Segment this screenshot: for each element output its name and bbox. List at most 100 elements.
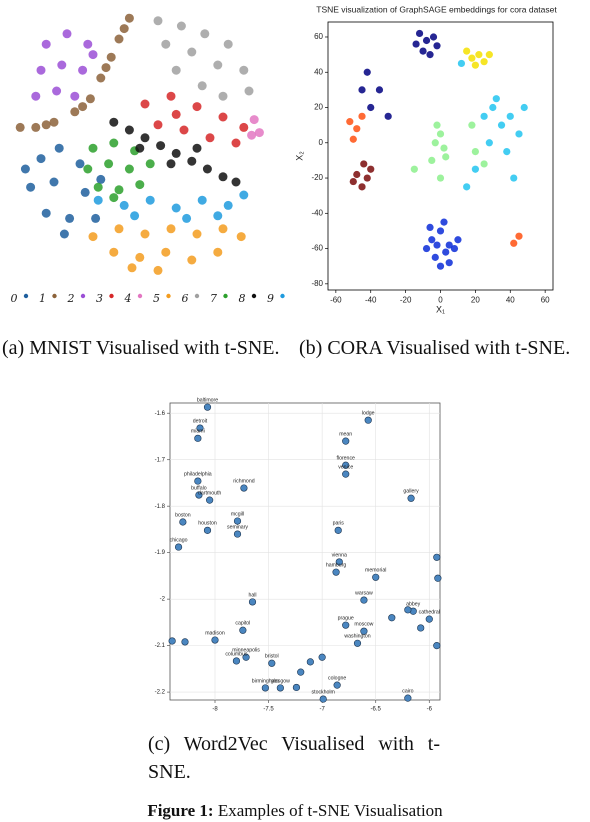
point-label: mcgill <box>231 511 244 517</box>
point <box>145 159 155 169</box>
point <box>130 211 140 221</box>
x-tick-label: 60 <box>541 296 550 305</box>
legend-label: 5 <box>153 292 160 305</box>
point <box>26 182 36 192</box>
point <box>88 143 98 153</box>
x-tick-label: -40 <box>365 296 377 305</box>
point <box>62 29 72 39</box>
point <box>187 255 197 265</box>
point <box>223 200 233 210</box>
point <box>135 252 145 262</box>
point <box>156 141 166 151</box>
point <box>445 259 453 267</box>
y-axis-label: X₂ <box>294 151 304 161</box>
point <box>247 130 257 140</box>
point <box>106 52 116 62</box>
point <box>426 223 434 232</box>
point <box>440 218 448 226</box>
point <box>254 128 264 138</box>
point <box>520 103 528 112</box>
point <box>41 208 51 218</box>
point <box>364 416 372 424</box>
point <box>436 262 445 270</box>
point-label: hamburg <box>326 563 347 569</box>
point <box>428 156 436 165</box>
point <box>335 558 343 566</box>
point <box>332 568 340 576</box>
point <box>375 86 384 94</box>
point <box>202 164 212 174</box>
point <box>297 668 305 676</box>
point <box>422 244 431 253</box>
point <box>153 16 163 26</box>
point-label: warsaw <box>355 590 373 596</box>
point <box>93 182 103 192</box>
point <box>88 50 98 60</box>
point <box>195 491 203 499</box>
y-tick-label: -80 <box>311 279 323 288</box>
point <box>109 138 119 148</box>
point <box>119 200 129 210</box>
point <box>445 241 453 249</box>
point <box>412 40 420 48</box>
point <box>109 193 119 203</box>
point <box>233 517 242 525</box>
point <box>153 120 163 130</box>
point <box>358 86 366 94</box>
point <box>31 91 41 101</box>
y-tick-label: -2.2 <box>155 690 166 696</box>
x-tick-label: 20 <box>471 296 480 305</box>
point-label: lodge <box>362 411 375 417</box>
point <box>176 21 186 31</box>
point-label: stockholm <box>312 689 335 695</box>
y-tick-label: -60 <box>311 244 323 253</box>
point <box>140 133 150 143</box>
point <box>306 658 314 666</box>
caption-b: (b) CORA Visualised with t-SNE. <box>299 337 571 359</box>
point-label: boston <box>175 512 191 518</box>
point <box>171 65 181 75</box>
point <box>485 139 493 147</box>
point <box>85 94 95 104</box>
point-label: madison <box>205 630 225 636</box>
point <box>417 624 425 632</box>
point <box>433 42 441 50</box>
point-label: baltimore <box>197 398 218 404</box>
point <box>360 627 368 635</box>
point <box>140 229 150 239</box>
point-label: vienna <box>332 552 347 558</box>
point <box>231 177 241 187</box>
point <box>57 60 67 70</box>
point <box>363 174 371 182</box>
point <box>407 494 415 502</box>
point <box>233 530 242 538</box>
point-label: detroit <box>193 418 208 424</box>
point <box>88 232 98 242</box>
point <box>181 638 189 646</box>
legend-swatch <box>166 293 171 299</box>
point <box>187 47 197 57</box>
point <box>349 135 357 143</box>
point <box>433 553 441 561</box>
point <box>353 125 361 133</box>
y-tick-label: -20 <box>311 173 323 182</box>
point <box>492 95 500 103</box>
legend-swatch <box>194 293 200 299</box>
point <box>65 213 75 223</box>
y-tick-label: -1.6 <box>155 411 166 417</box>
point <box>503 147 511 156</box>
point <box>342 470 350 478</box>
point <box>515 232 523 240</box>
point <box>124 13 134 23</box>
point <box>480 160 488 168</box>
point <box>194 434 202 442</box>
point <box>168 637 176 645</box>
x-tick-label: -6.5 <box>371 706 382 712</box>
point-label: florence <box>336 456 355 462</box>
point <box>419 47 427 55</box>
point <box>153 265 163 275</box>
point-label: mean <box>339 431 352 437</box>
point-label: miami <box>191 429 205 435</box>
point <box>515 130 523 138</box>
